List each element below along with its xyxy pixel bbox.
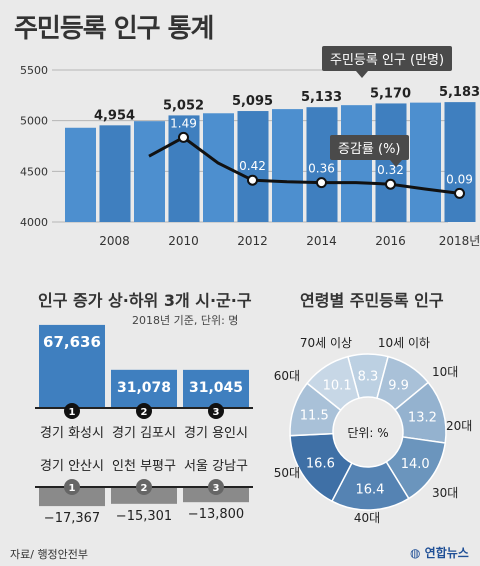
donut-hole xyxy=(334,398,402,466)
brand-logo: ◍ 연합뉴스 xyxy=(410,546,469,560)
y-tick-label: 5000 xyxy=(20,115,48,128)
increase-value-label: 67,636 xyxy=(43,333,101,351)
rank-badge xyxy=(208,479,224,495)
rate-point xyxy=(247,174,258,186)
x-tick-label: 2010 xyxy=(168,234,199,248)
x-tick-label: 2018년 xyxy=(439,234,480,248)
legend-rate: 증감률 (%) xyxy=(330,135,409,167)
rate-point xyxy=(178,131,189,143)
decrease-value-label: −15,301 xyxy=(116,509,172,524)
age-slice-value: 16.6 xyxy=(306,456,335,471)
brand-text: 연합뉴스 xyxy=(424,546,469,560)
rate-value-label: 0.36 xyxy=(308,162,335,176)
population-bar xyxy=(65,127,96,222)
age-slice-name: 10대 xyxy=(432,365,458,379)
rank-number: 3 xyxy=(213,483,220,494)
population-bar xyxy=(272,109,303,222)
population-bar xyxy=(99,125,131,222)
decrease-bar xyxy=(111,487,177,504)
age-slice-value: 14.0 xyxy=(401,457,430,472)
rate-point xyxy=(454,187,465,199)
rank-badge xyxy=(64,403,80,419)
age-slice xyxy=(306,355,360,412)
region-name: 경기 김포시 xyxy=(112,426,176,441)
age-slice-name: 60대 xyxy=(274,369,300,383)
rank-number: 1 xyxy=(69,483,76,494)
decrease-bar xyxy=(39,487,105,507)
rate-value-label: 0.09 xyxy=(446,172,473,186)
population-value-label: 4,954 xyxy=(94,108,135,123)
decrease-value-label: −17,367 xyxy=(44,511,100,526)
decrease-value-label: −13,800 xyxy=(188,507,244,522)
population-bar xyxy=(306,107,338,222)
population-value-label: 5,133 xyxy=(301,90,342,105)
x-tick-label: 2014 xyxy=(306,234,337,248)
age-section-title: 연령별 주민등록 인구 xyxy=(300,291,444,310)
age-slice-value: 11.5 xyxy=(300,409,329,424)
population-bar xyxy=(134,121,165,222)
increase-bar xyxy=(183,369,249,408)
rank-number: 3 xyxy=(213,407,220,418)
rank-badge xyxy=(136,479,152,495)
population-value-label: 5,183 xyxy=(439,85,480,100)
y-tick-label: 4000 xyxy=(20,216,48,229)
population-bar xyxy=(410,102,441,222)
y-tick-label: 4500 xyxy=(20,165,48,178)
x-tick-label: 2008 xyxy=(99,234,130,248)
region-name: 경기 화성시 xyxy=(40,426,104,441)
age-slice-value: 16.4 xyxy=(355,482,384,497)
rate-value-label: 1.49 xyxy=(170,116,197,130)
increase-bar xyxy=(39,324,105,408)
rank-number: 2 xyxy=(141,483,148,494)
change-section-title: 인구 증가 상·하위 3개 시·군·구 xyxy=(38,291,252,310)
rate-value-label: 0.42 xyxy=(239,159,266,173)
region-name: 경기 안산시 xyxy=(40,459,104,474)
age-slice-name: 40대 xyxy=(354,511,380,525)
donut-center-label: 단위: % xyxy=(347,426,388,440)
rate-point xyxy=(385,178,396,190)
x-tick-label: 2012 xyxy=(237,234,268,248)
region-name: 서울 강남구 xyxy=(184,459,248,474)
age-slice-name: 10세 이하 xyxy=(378,336,430,350)
region-name: 인천 부평구 xyxy=(112,459,176,474)
increase-value-label: 31,045 xyxy=(189,380,243,396)
legend-population: 주민등록 인구 (만명) xyxy=(322,46,453,78)
rank-badge xyxy=(208,403,224,419)
population-value-label: 5,052 xyxy=(163,98,204,113)
age-slice-value: 10.1 xyxy=(323,379,352,394)
source-note: 자료/ 행정안전부 xyxy=(10,548,89,561)
population-bar xyxy=(237,111,269,222)
rank-badge xyxy=(136,403,152,419)
population-bar xyxy=(168,115,200,222)
increase-bar xyxy=(111,369,177,408)
population-bar xyxy=(341,105,372,222)
region-name: 경기 용인시 xyxy=(184,426,248,441)
page-title: 주민등록 인구 통계 xyxy=(14,14,214,44)
rank-badge xyxy=(64,479,80,495)
population-bar xyxy=(444,102,476,222)
rank-number: 1 xyxy=(69,407,76,418)
age-slice-name: 30대 xyxy=(432,486,458,500)
x-tick-label: 2016 xyxy=(375,234,406,248)
population-value-label: 5,095 xyxy=(232,94,273,109)
rate-line xyxy=(148,135,460,195)
change-section-note: 2018년 기준, 단위: 명 xyxy=(132,314,239,327)
rate-point xyxy=(316,177,327,189)
age-slice-value: 9.9 xyxy=(388,378,409,393)
age-slice-value: 13.2 xyxy=(408,411,437,426)
age-slice-name: 70세 이상 xyxy=(300,336,352,350)
increase-value-label: 31,078 xyxy=(117,380,171,396)
age-slice-name: 20대 xyxy=(446,419,472,433)
age-slice-name: 50대 xyxy=(274,466,300,480)
y-tick-label: 5500 xyxy=(20,64,48,77)
age-slice-value: 8.3 xyxy=(358,370,379,385)
population-value-label: 5,170 xyxy=(370,86,411,101)
rank-number: 2 xyxy=(141,407,148,418)
